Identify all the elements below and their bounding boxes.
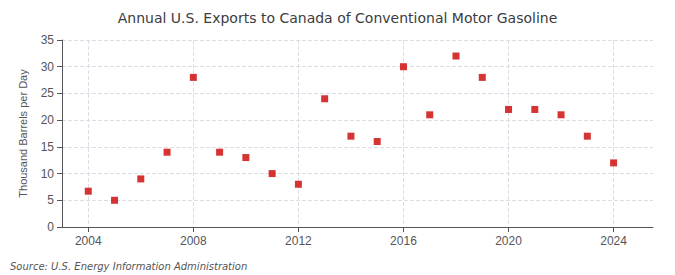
- svg-text:20: 20: [41, 113, 55, 127]
- svg-text:2016: 2016: [390, 234, 417, 248]
- svg-text:0: 0: [47, 220, 54, 234]
- svg-text:2020: 2020: [495, 234, 522, 248]
- svg-text:Source: U.S. Energy Informatio: Source: U.S. Energy Information Administ…: [10, 261, 247, 272]
- svg-text:Thousand Barrels per Day: Thousand Barrels per Day: [17, 69, 29, 198]
- svg-text:35: 35: [41, 33, 55, 47]
- svg-text:15: 15: [41, 140, 55, 154]
- svg-text:10: 10: [41, 167, 55, 181]
- svg-text:2024: 2024: [600, 234, 627, 248]
- svg-text:2012: 2012: [285, 234, 312, 248]
- svg-text:30: 30: [41, 60, 55, 74]
- svg-text:5: 5: [47, 193, 54, 207]
- svg-text:2008: 2008: [180, 234, 207, 248]
- svg-text:25: 25: [41, 86, 55, 100]
- svg-text:2004: 2004: [75, 234, 102, 248]
- svg-text:Annual U.S. Exports to Canada: Annual U.S. Exports to Canada of Convent…: [118, 10, 558, 26]
